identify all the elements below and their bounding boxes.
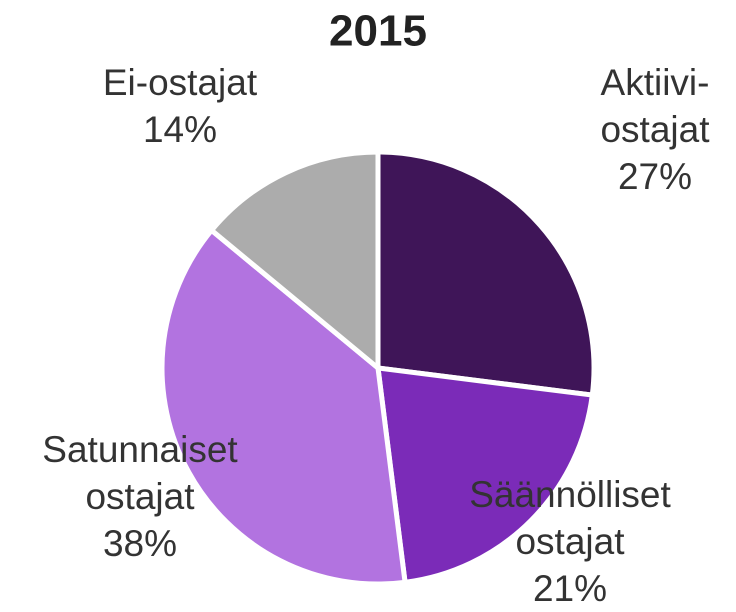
pie-slice [159,227,408,587]
slice-label: ostajat [515,521,625,562]
slice-label: ostajat [85,476,195,517]
slice-label: Ei-ostajat [103,62,258,103]
slice-label: Aktiivi- [601,62,710,103]
slice-label: Säännölliset [469,474,671,515]
chart-title: 2015 [329,7,427,56]
slice-value-label: 38% [103,523,177,564]
slice-label: Satunnaiset [42,429,238,470]
pie-slice [375,149,597,398]
slice-value-label: 21% [533,568,607,609]
slice-value-label: 14% [143,109,217,150]
pie-slice [209,149,381,371]
slice-label: ostajat [600,109,710,150]
slice-value-label: 27% [618,156,692,197]
pie-slice [375,365,595,585]
